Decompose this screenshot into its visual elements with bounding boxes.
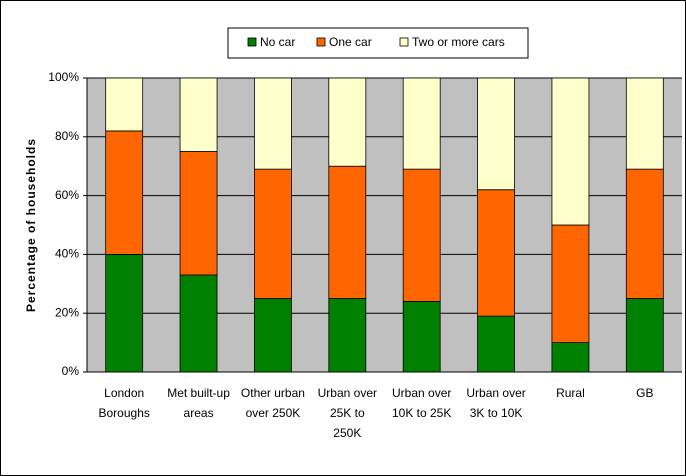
bar-segment	[254, 298, 292, 373]
x-tick-label: over 250K	[246, 406, 301, 420]
bar-segment	[105, 77, 144, 132]
x-tick-label: areas	[184, 406, 214, 420]
plot-area	[87, 78, 682, 372]
bar-segment	[551, 342, 590, 373]
bar-segment	[477, 77, 515, 191]
legend-label: Two or more cars	[412, 35, 505, 49]
x-tick-label: 25K to	[330, 406, 365, 420]
bar-segment	[254, 77, 292, 170]
bar-segment	[625, 168, 664, 299]
y-axis-label: Percentage of households	[24, 138, 38, 312]
y-tick-label: 20%	[55, 305, 79, 319]
x-tick-label: Boroughs	[99, 406, 150, 420]
x-tick-label: 3K to 10K	[470, 406, 523, 420]
bar-segment	[254, 168, 292, 299]
y-tick-label: 40%	[55, 247, 79, 261]
bar-segment	[625, 298, 664, 373]
bar-segment	[328, 298, 367, 373]
x-tick-label: Other urban	[241, 386, 305, 400]
y-tick-label: 100%	[48, 70, 79, 84]
bar-segment	[625, 77, 664, 170]
bar-segment	[179, 151, 218, 276]
bar-segment	[402, 301, 441, 373]
x-tick-label: Urban over	[392, 386, 451, 400]
bar-segment	[328, 77, 367, 167]
bar-segment	[328, 165, 367, 299]
bar-segment	[551, 224, 590, 343]
legend-swatch	[316, 37, 326, 47]
x-tick-label: GB	[636, 386, 653, 400]
legend-label: One car	[329, 35, 372, 49]
bar-segment	[402, 168, 441, 302]
bar-segment	[551, 77, 590, 226]
bar-segment	[477, 315, 515, 373]
x-tick-label: London	[104, 386, 144, 400]
y-tick-label: 60%	[55, 188, 79, 202]
legend-swatch	[399, 37, 409, 47]
y-tick-label: 0%	[62, 364, 80, 378]
x-tick-label: Urban over	[466, 386, 525, 400]
bar-segment	[179, 274, 218, 373]
legend-label: No car	[260, 35, 295, 49]
x-tick-label: 250K	[333, 426, 361, 440]
legend-swatch	[247, 37, 257, 47]
bar-segment	[105, 253, 144, 373]
bar-segment	[105, 130, 144, 255]
bar-segment	[402, 77, 441, 170]
bar-segment	[179, 77, 218, 152]
x-tick-label: 10K to 25K	[392, 406, 451, 420]
bar-segment	[477, 189, 515, 317]
legend-box	[227, 27, 529, 59]
x-tick-label: Urban over	[318, 386, 377, 400]
x-tick-label: Met built-up	[167, 386, 230, 400]
y-tick-label: 80%	[55, 129, 79, 143]
x-tick-label: Rural	[556, 386, 585, 400]
